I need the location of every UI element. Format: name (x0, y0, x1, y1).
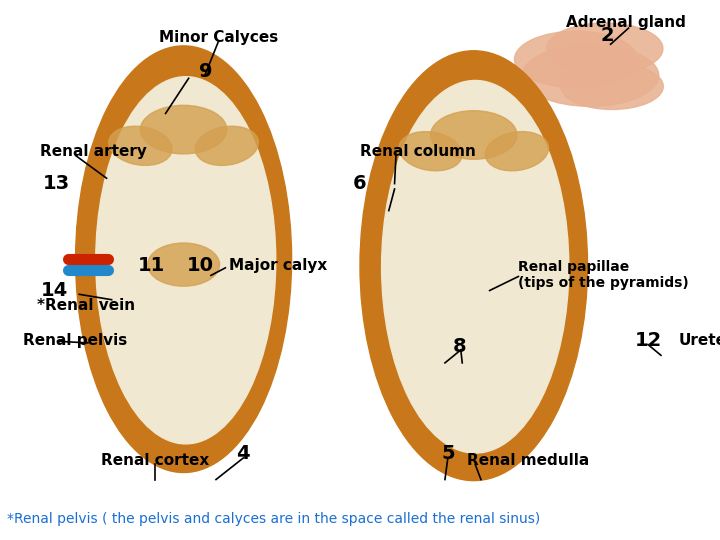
Ellipse shape (76, 46, 292, 472)
Text: 6: 6 (354, 174, 366, 193)
Text: 9: 9 (199, 62, 212, 81)
Text: Major calyx: Major calyx (229, 258, 327, 273)
Text: Renal artery: Renal artery (40, 144, 146, 159)
Text: 5: 5 (441, 444, 454, 463)
Ellipse shape (96, 77, 276, 444)
Ellipse shape (485, 132, 549, 171)
Ellipse shape (109, 126, 172, 165)
Ellipse shape (195, 126, 258, 165)
Ellipse shape (431, 111, 517, 159)
Text: Ureter: Ureter (678, 333, 720, 348)
Ellipse shape (140, 105, 227, 154)
Text: Renal cortex: Renal cortex (101, 453, 209, 468)
Text: 13: 13 (42, 174, 70, 193)
Text: Renal column: Renal column (360, 144, 476, 159)
Ellipse shape (399, 132, 462, 171)
Ellipse shape (522, 45, 659, 106)
Text: Adrenal gland: Adrenal gland (566, 15, 685, 30)
Text: Renal papillae
(tips of the pyramids): Renal papillae (tips of the pyramids) (518, 260, 689, 291)
Ellipse shape (382, 80, 569, 453)
Ellipse shape (360, 51, 588, 481)
Text: Renal pelvis: Renal pelvis (23, 333, 127, 348)
Ellipse shape (148, 243, 220, 286)
Text: 8: 8 (453, 337, 466, 356)
Text: 14: 14 (40, 281, 68, 300)
Text: *Renal vein: *Renal vein (37, 298, 135, 313)
Text: Minor Calyces: Minor Calyces (158, 30, 278, 45)
Text: 2: 2 (600, 25, 613, 45)
Ellipse shape (515, 31, 638, 87)
Ellipse shape (561, 63, 663, 110)
Text: 12: 12 (634, 330, 662, 350)
Text: Renal medulla: Renal medulla (467, 453, 589, 468)
Text: 11: 11 (138, 256, 165, 275)
Text: 10: 10 (186, 256, 214, 275)
Text: 4: 4 (237, 444, 250, 463)
Text: *Renal pelvis ( the pelvis and calyces are in the space called the renal sinus): *Renal pelvis ( the pelvis and calyces a… (7, 512, 541, 526)
Ellipse shape (546, 23, 663, 74)
